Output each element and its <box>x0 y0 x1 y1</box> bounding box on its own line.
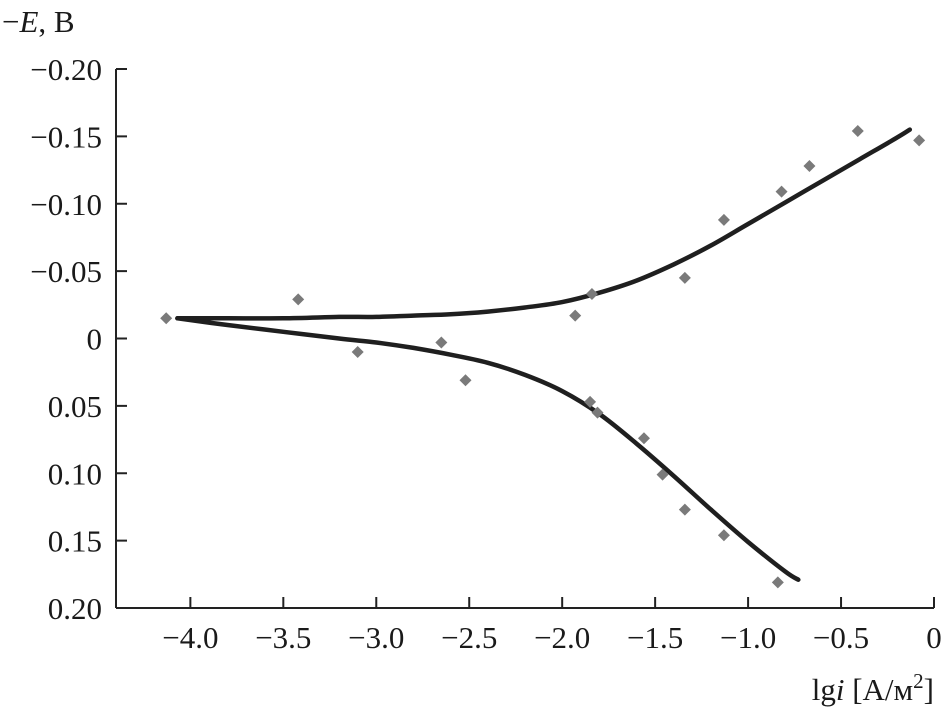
data-point <box>435 336 448 349</box>
data-point <box>459 374 472 387</box>
y-tick-label: 0.15 <box>48 524 102 559</box>
x-axis-label: lgi [А/м2] <box>812 669 934 707</box>
data-point <box>637 432 650 445</box>
y-tick-label: −0.05 <box>30 254 102 289</box>
x-tick-label: −2.5 <box>441 620 497 655</box>
data-point <box>292 293 305 306</box>
data-point <box>678 503 691 516</box>
y-tick-label: 0.10 <box>48 456 102 491</box>
data-point <box>803 160 816 173</box>
data-point <box>913 134 926 147</box>
x-tick-label: −0.5 <box>813 620 869 655</box>
axes <box>115 69 934 609</box>
data-point <box>717 213 730 226</box>
data-point <box>656 468 669 481</box>
x-ticks: −4.0 −3.5 −3.0 −2.5 −2.0 −1.5 −1.0 −0.5 0 <box>162 597 942 655</box>
x-tick-label: −3.0 <box>348 620 404 655</box>
y-tick-label: −0.20 <box>30 52 102 87</box>
x-tick-label: 0 <box>926 620 942 655</box>
data-point <box>775 185 788 198</box>
y-tick-label: −0.15 <box>30 119 102 154</box>
y-tick-label: −0.10 <box>30 187 102 222</box>
fitted-curves <box>175 127 913 582</box>
data-point <box>585 288 598 301</box>
data-point <box>771 576 784 589</box>
y-axis-label: −E, В <box>2 4 75 39</box>
x-tick-label: −4.0 <box>162 620 218 655</box>
x-tick-label: −2.0 <box>534 620 590 655</box>
data-point <box>717 529 730 542</box>
y-ticks: −0.20 −0.15 −0.10 −0.05 0 0.05 0.10 0.15 0.20 <box>30 52 127 626</box>
data-point <box>678 271 691 284</box>
y-tick-label: 0.20 <box>48 591 102 626</box>
y-tick-label: 0 <box>87 322 103 357</box>
data-point <box>851 124 864 137</box>
y-tick-label: 0.05 <box>48 389 102 424</box>
data-point <box>160 312 173 325</box>
data-points <box>160 124 926 589</box>
cathodic-curve <box>175 316 801 582</box>
x-tick-label: −3.5 <box>255 620 311 655</box>
data-point <box>591 406 604 419</box>
data-point <box>351 345 364 358</box>
data-point <box>569 309 582 322</box>
anodic-curve <box>175 127 913 321</box>
x-tick-label: −1.5 <box>627 620 683 655</box>
x-tick-label: −1.0 <box>720 620 776 655</box>
data-point <box>584 395 597 408</box>
